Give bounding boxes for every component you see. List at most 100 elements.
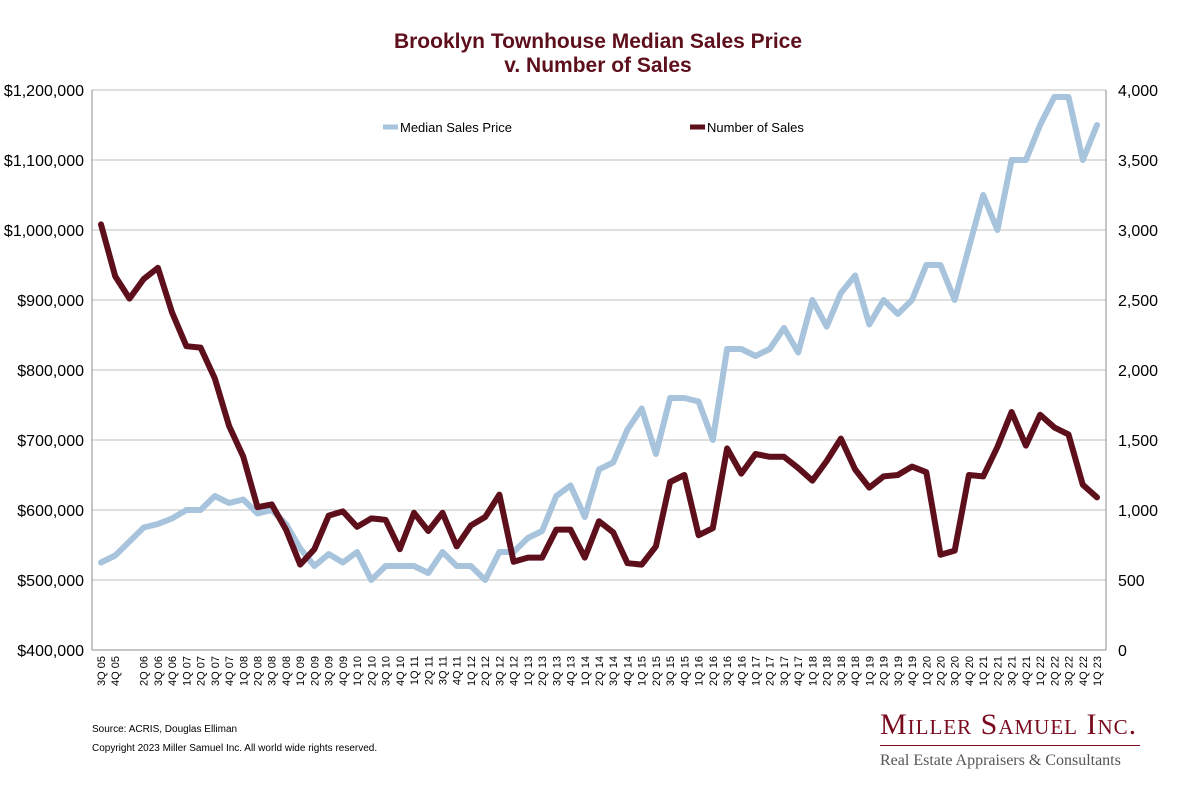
left-axis-tick-label: $1,000,000 (4, 223, 84, 240)
x-axis-tick-label: 3Q 15 (665, 656, 677, 686)
x-axis-tick-label: 3Q 19 (893, 656, 905, 686)
x-axis-tick-label: 1Q 22 (1035, 656, 1047, 686)
left-axis-tick-label: $700,000 (17, 433, 84, 450)
x-axis-tick-labels: 3Q 05 4Q 05 2Q 06 3Q 06 4Q 06 1Q 07 2Q 07 3Q 07… (96, 656, 1104, 686)
x-axis-tick-label: 3Q 20 (950, 656, 962, 686)
x-axis-tick-label: 4Q 14 (622, 656, 634, 686)
right-axis-tick-label: 2,000 (1118, 363, 1158, 380)
x-axis-tick-label: 4Q 20 (964, 656, 976, 686)
left-axis-tick-labels: $400,000 $500,000 $600,000 $700,000 $800,000… (4, 83, 84, 660)
x-axis-tick-label: 1Q 09 (295, 656, 307, 686)
x-axis-tick-label: 4Q 13 (566, 656, 578, 686)
x-axis-tick-label: 3Q 07 (210, 656, 222, 686)
x-axis-tick-label: 4Q 07 (224, 656, 236, 686)
x-axis-tick-label: 1Q 21 (978, 656, 990, 686)
x-axis-tick-label: 4Q 15 (679, 656, 691, 686)
x-axis-tick-label: 3Q 11 (437, 656, 449, 685)
x-axis-tick-label: 3Q 09 (324, 656, 336, 686)
x-axis-tick-label: 1Q 17 (751, 656, 763, 686)
x-axis-tick-label: 2Q 10 (366, 656, 378, 686)
x-axis-tick-label: 1Q 23 (1092, 656, 1104, 686)
logo-divider (880, 745, 1140, 746)
x-axis-tick-label: 3Q 06 (153, 656, 165, 686)
x-axis-tick-label: 1Q 07 (181, 656, 193, 686)
right-axis-tick-label: 0 (1118, 643, 1127, 660)
logo-company-name: Miller Samuel Inc. (880, 708, 1138, 741)
x-axis-tick-label: 4Q 19 (907, 656, 919, 686)
source-note: Source: ACRIS, Douglas Elliman (92, 724, 238, 735)
x-axis-tick-label: 4Q 09 (338, 656, 350, 686)
x-axis-tick-label: 2Q 18 (822, 656, 834, 686)
chart-svg: Brooklyn Townhouse Median Sales Price v.… (4, 30, 1158, 686)
x-axis-tick-label: 2Q 19 (879, 656, 891, 686)
x-axis-tick-label: 1Q 14 (580, 656, 592, 686)
company-logo: Miller Samuel Inc. Real Estate Appraiser… (880, 708, 1140, 771)
axes (91, 90, 1107, 651)
x-axis-tick-label: 4Q 18 (850, 656, 862, 686)
right-axis-tick-label: 2,500 (1118, 293, 1158, 310)
left-axis-tick-label: $1,100,000 (4, 153, 84, 170)
series-line-median-sales-price (98, 94, 1100, 583)
left-axis-tick-label: $800,000 (17, 363, 84, 380)
x-axis-tick-label: 2Q 17 (765, 656, 777, 686)
x-axis-tick-label: 3Q 10 (381, 656, 393, 686)
left-axis-tick-label: $500,000 (17, 573, 84, 590)
x-axis-tick-label: 4Q 05 (110, 656, 122, 686)
x-axis-tick-label: 4Q 11 (452, 656, 464, 685)
x-axis-tick-label: 4Q 17 (793, 656, 805, 686)
x-axis-tick-label: 4Q 06 (167, 656, 179, 686)
x-axis-tick-label: 4Q 10 (395, 656, 407, 686)
x-axis-tick-label: 3Q 18 (836, 656, 848, 686)
left-axis-tick-label: $900,000 (17, 293, 84, 310)
right-axis-tick-label: 3,000 (1118, 223, 1158, 240)
x-axis-tick-label: 1Q 12 (466, 656, 478, 686)
x-axis-tick-label: 4Q 12 (509, 656, 521, 686)
chart-title-line-2: v. Number of Sales (504, 54, 692, 77)
left-axis-tick-label: $400,000 (17, 643, 84, 660)
left-axis-tick-label: $1,200,000 (4, 83, 84, 100)
x-axis-tick-label: 4Q 22 (1078, 656, 1090, 686)
x-axis-tick-label: 3Q 16 (722, 656, 734, 686)
x-axis-tick-label: 3Q 05 (96, 656, 108, 686)
x-axis-tick-label: 2Q 06 (139, 656, 151, 686)
x-axis-tick-label: 2Q 08 (253, 656, 265, 686)
legend-label-number-of-sales: Number of Sales (707, 120, 804, 135)
x-axis-tick-label: 2Q 15 (651, 656, 663, 686)
right-axis-tick-label: 1,000 (1118, 503, 1158, 520)
x-axis-tick-label: 1Q 20 (921, 656, 933, 686)
right-axis-tick-label: 1,500 (1118, 433, 1158, 450)
series-line-number-of-sales (98, 221, 1100, 568)
x-axis-tick-label: 3Q 08 (267, 656, 279, 686)
x-axis-tick-label: 2Q 07 (196, 656, 208, 686)
x-axis-tick-label: 3Q 14 (608, 656, 620, 686)
x-axis-tick-label: 1Q 13 (523, 656, 535, 686)
chart-title-line-1: Brooklyn Townhouse Median Sales Price (394, 30, 802, 53)
x-axis-tick-label: 2Q 13 (537, 656, 549, 686)
x-axis-tick-label: 2Q 21 (992, 656, 1004, 686)
x-axis-tick-label: 3Q 13 (551, 656, 563, 686)
gridlines (92, 89, 1106, 581)
right-axis-tick-label: 3,500 (1118, 153, 1158, 170)
right-axis-tick-label: 4,000 (1118, 83, 1158, 100)
x-axis-tick-label: 4Q 16 (736, 656, 748, 686)
x-axis-tick-label: 4Q 21 (1021, 656, 1033, 686)
x-axis-tick-label: 3Q 22 (1064, 656, 1076, 686)
x-axis-tick-label: 2Q 22 (1049, 656, 1061, 686)
x-axis-tick-label: 2Q 14 (594, 656, 606, 686)
left-axis-tick-label: $600,000 (17, 503, 84, 520)
x-axis-tick-label: 1Q 08 (238, 656, 250, 686)
legend: Median Sales Price Number of Sales (383, 120, 804, 135)
copyright-note: Copyright 2023 Miller Samuel Inc. All wo… (92, 743, 378, 754)
right-axis-tick-label: 500 (1118, 573, 1145, 590)
x-axis-tick-label: 3Q 17 (779, 656, 791, 686)
x-axis-tick-label: 1Q 10 (352, 656, 364, 686)
x-axis-tick-label: 1Q 16 (694, 656, 706, 686)
logo-tagline: Real Estate Appraisers & Consultants (880, 752, 1121, 769)
x-axis-tick-label: 1Q 18 (807, 656, 819, 686)
right-axis-tick-labels: 0 500 1,000 1,500 2,000 2,500 3,000 3,500 4,000 (1118, 83, 1158, 660)
x-axis-tick-label: 2Q 20 (935, 656, 947, 686)
x-axis-tick-label: 1Q 11 (409, 656, 421, 685)
x-axis-tick-label: 4Q 08 (281, 656, 293, 686)
x-axis-tick-label: 2Q 11 (423, 656, 435, 685)
x-axis-tick-label: 1Q 15 (637, 656, 649, 686)
